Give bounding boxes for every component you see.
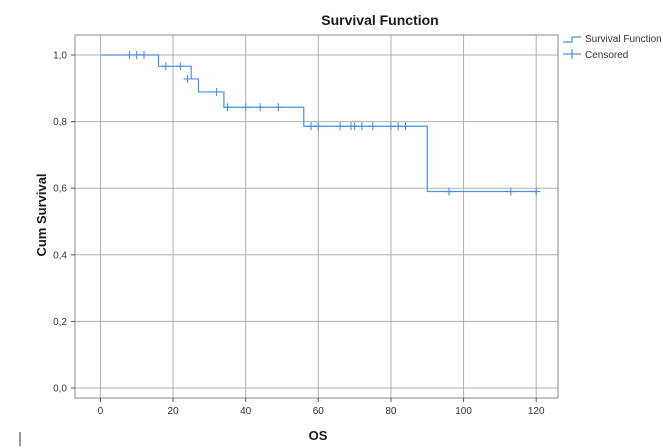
x-tick-label: 80	[385, 406, 397, 417]
y-tick-label: 0,8	[53, 117, 67, 128]
censored-marker	[307, 122, 316, 131]
x-tick-label: 60	[313, 406, 325, 417]
legend-censored-symbol	[563, 49, 581, 59]
y-tick-label: 0,4	[53, 250, 67, 261]
censored-marker	[132, 50, 141, 59]
censored-marker	[241, 103, 250, 112]
x-tick-label: 100	[455, 406, 472, 417]
censored-marker	[394, 122, 403, 131]
legend-survival-symbol	[563, 36, 581, 43]
censored-marker	[223, 103, 232, 112]
x-axis-ticks: 0 20 40 60 80 100 120	[98, 398, 545, 417]
censored-marker	[368, 122, 377, 131]
legend: Survival Function Censored	[563, 34, 662, 61]
legend-survival-label: Survival Function	[585, 34, 662, 45]
censored-marker	[350, 122, 359, 131]
censored-marker	[401, 122, 410, 131]
censored-markers	[125, 50, 541, 196]
censored-marker	[125, 50, 134, 59]
censored-marker	[506, 187, 515, 196]
y-tick-label: 0,6	[53, 184, 67, 195]
censored-marker	[140, 50, 148, 59]
y-tick-label: 1,0	[53, 50, 67, 61]
y-axis-label: Cum Survival	[34, 173, 49, 256]
censored-marker	[176, 62, 185, 71]
censored-marker	[161, 62, 170, 71]
y-tick-label: 0,0	[53, 384, 67, 395]
x-tick-label: 20	[167, 406, 179, 417]
x-tick-label: 40	[240, 406, 252, 417]
censored-marker	[445, 187, 454, 196]
censored-marker	[532, 187, 541, 196]
censored-marker	[183, 74, 192, 83]
gridlines	[75, 35, 558, 398]
censored-marker	[386, 122, 395, 131]
x-tick-label: 120	[528, 406, 545, 417]
plot-frame	[74, 34, 559, 399]
censored-marker	[274, 103, 283, 112]
censored-marker	[212, 87, 221, 96]
y-tick-label: 0,2	[53, 317, 67, 328]
censored-marker	[314, 122, 323, 131]
x-axis-label: OS	[309, 428, 328, 443]
censored-marker	[336, 122, 345, 131]
chart-title: Survival Function	[321, 12, 438, 28]
x-tick-label: 0	[98, 406, 104, 417]
legend-censored-label: Censored	[585, 50, 628, 61]
censored-marker	[256, 103, 265, 112]
censored-marker	[357, 122, 366, 131]
y-axis-ticks: 0,0 0,2 0,4 0,6 0,8 1,0	[53, 50, 75, 395]
